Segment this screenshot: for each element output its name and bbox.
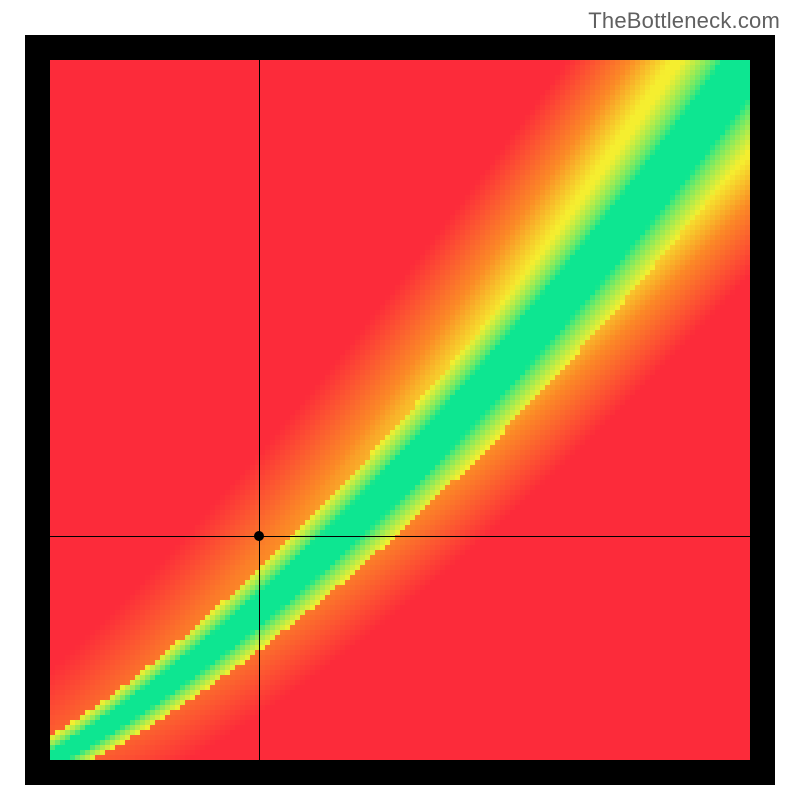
chart-container: TheBottleneck.com: [0, 0, 800, 800]
plot-frame: [25, 35, 775, 785]
plot-area: [50, 60, 750, 760]
watermark-text: TheBottleneck.com: [588, 8, 780, 34]
heatmap-canvas: [50, 60, 750, 760]
